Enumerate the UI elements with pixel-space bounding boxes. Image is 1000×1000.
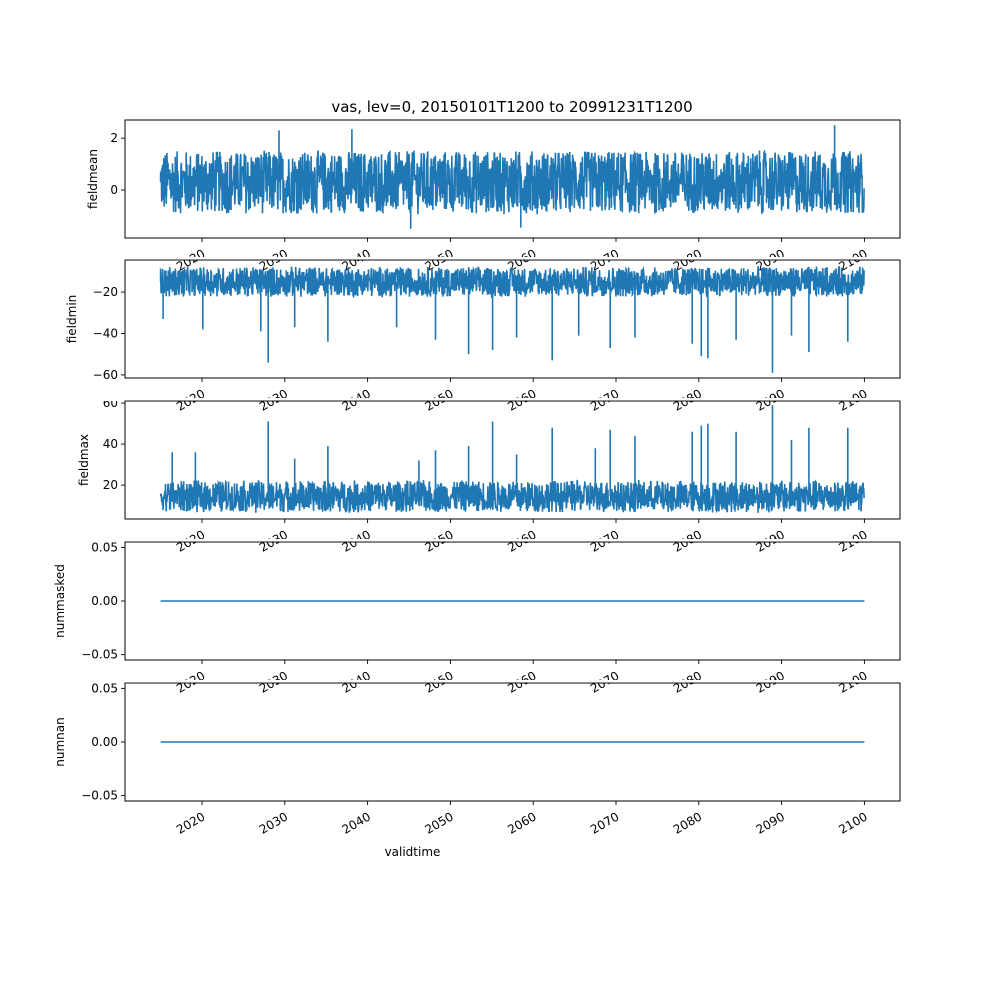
y-tick-label: 0.05 [91,540,118,554]
panel-gap-mask [0,680,1000,683]
y-tick-label: 40 [103,437,118,451]
series-line-fieldmax [159,405,865,514]
axes-frame-overlay [124,682,901,802]
y-tick-label: 0 [110,183,118,197]
y-tick-label: 0.00 [91,735,118,749]
y-axis-label: nummasked [53,564,67,638]
axes-frame-overlay [124,400,901,520]
x-axis-label: validtime [385,845,441,859]
figure-title: vas, lev=0, 20150101T1200 to 20991231T12… [331,98,692,116]
y-axis-label: fieldmax [77,434,91,486]
axes-frame-overlay [124,541,901,661]
y-tick-label: −60 [93,368,118,382]
y-tick-label: −0.05 [81,648,118,662]
series-line-fieldmin [159,266,865,373]
y-axis-label: numnan [53,717,67,766]
y-tick-label: −0.05 [81,789,118,803]
axes-frame-overlay [124,119,901,239]
y-tick-label: 20 [103,478,118,492]
y-tick-label: −40 [93,326,118,340]
series-line-fieldmean [159,125,865,229]
y-tick-label: 0.00 [91,594,118,608]
panel-gap-mask [0,398,1000,401]
y-axis-label: fieldmin [65,295,79,344]
panel-gap-mask [0,257,1000,260]
y-tick-label: −20 [93,285,118,299]
y-tick-label: 2 [110,131,118,145]
panel-gap-mask [0,539,1000,542]
y-axis-label: fieldmean [86,149,100,209]
y-tick-label: 0.05 [91,681,118,695]
axes-frame-overlay [124,259,901,379]
